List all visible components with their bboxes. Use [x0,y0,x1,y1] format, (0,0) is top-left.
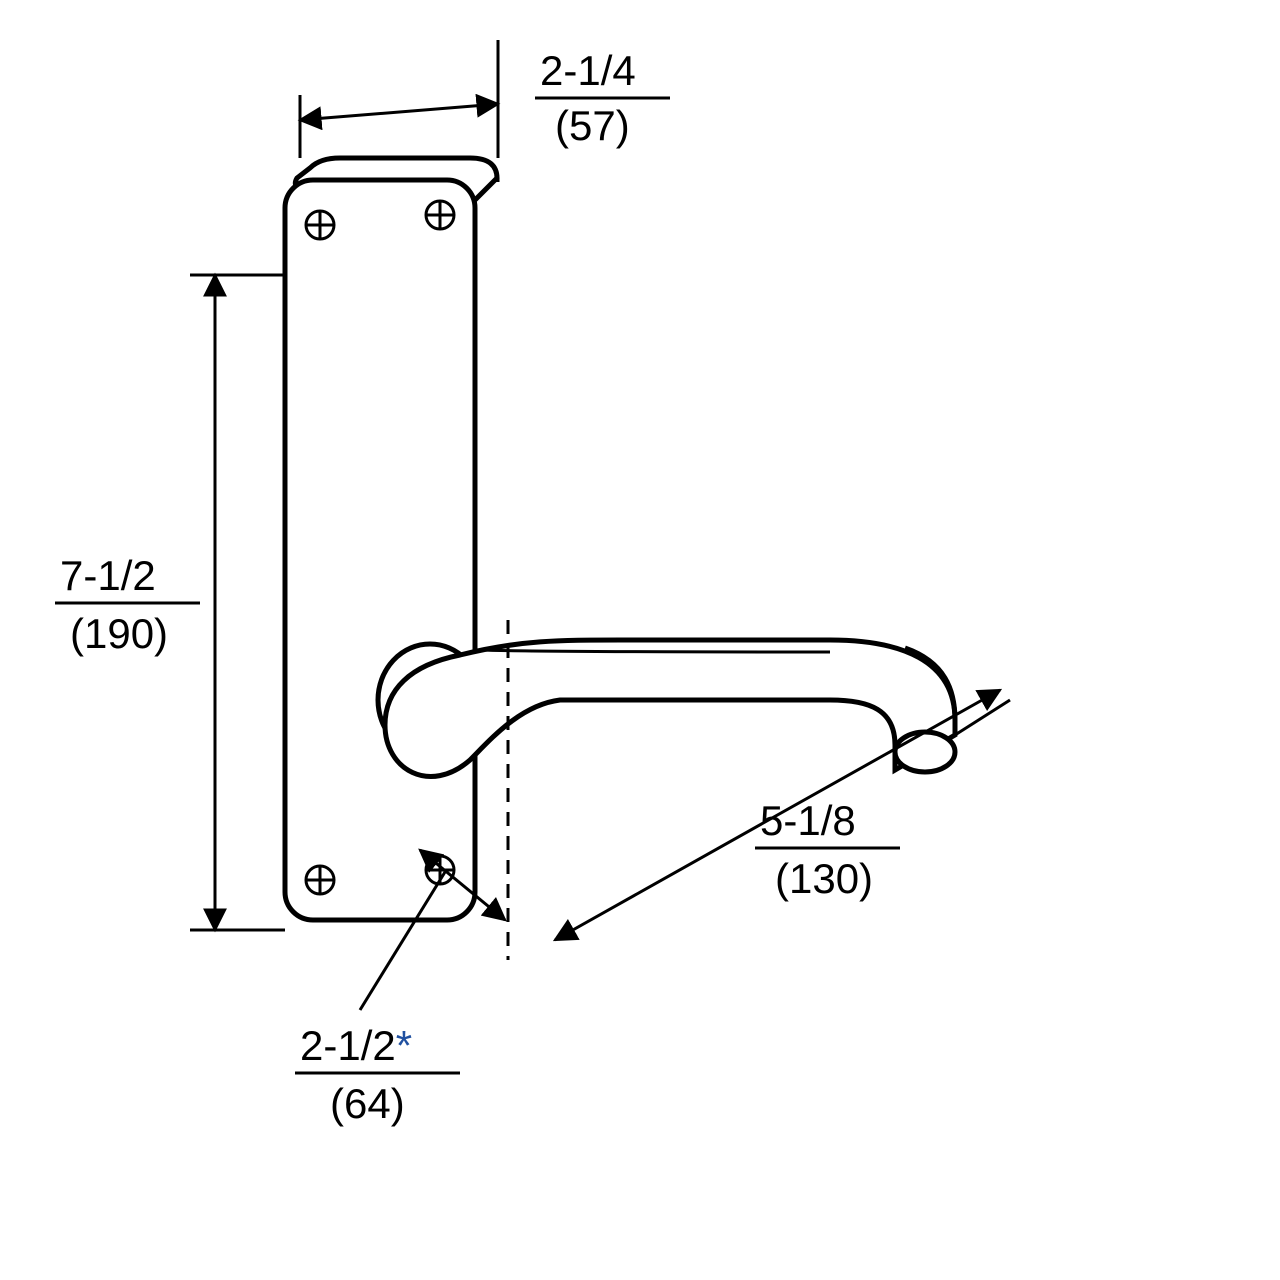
dimension-lever-metric: (130) [775,855,873,902]
dimension-width-metric: (57) [555,102,630,149]
dimension-diagram: 2-1/4 (57) 7-1/2 (190) 5-1/8 (130) 2-1/2… [0,0,1280,1280]
dimension-height-imperial: 7-1/2 [60,552,156,599]
lever-handle [378,640,955,776]
dimension-width [300,40,498,158]
dimension-width-imperial: 2-1/4 [540,47,636,94]
dimension-backset-asterisk: * [396,1022,412,1069]
screw-top-right [426,201,454,229]
dimension-backset-imperial: 2-1/2 [300,1022,396,1069]
dimension-height [190,275,285,930]
screw-top-left [306,211,334,239]
escutcheon-plate [285,158,497,920]
dimension-backset-metric: (64) [330,1080,405,1127]
dimension-backset-label: 2-1/2* (64) [295,1022,460,1127]
svg-text:2-1/2*: 2-1/2* [300,1022,412,1069]
screw-bottom-left [306,866,334,894]
dimension-height-metric: (190) [70,610,168,657]
dimension-lever-imperial: 5-1/8 [760,797,856,844]
